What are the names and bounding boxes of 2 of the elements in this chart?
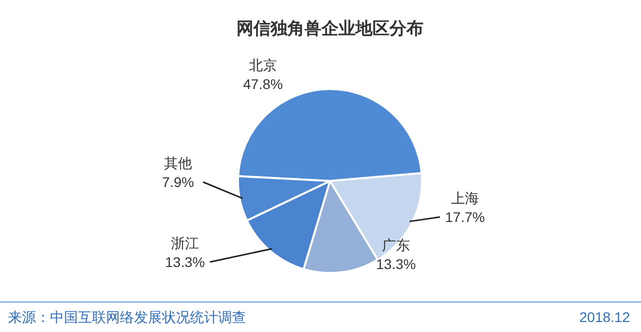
title: 网信独角兽企业地区分布 [236, 19, 424, 38]
source: 来源：中国互联网络发展状况统计调查 [8, 309, 246, 325]
